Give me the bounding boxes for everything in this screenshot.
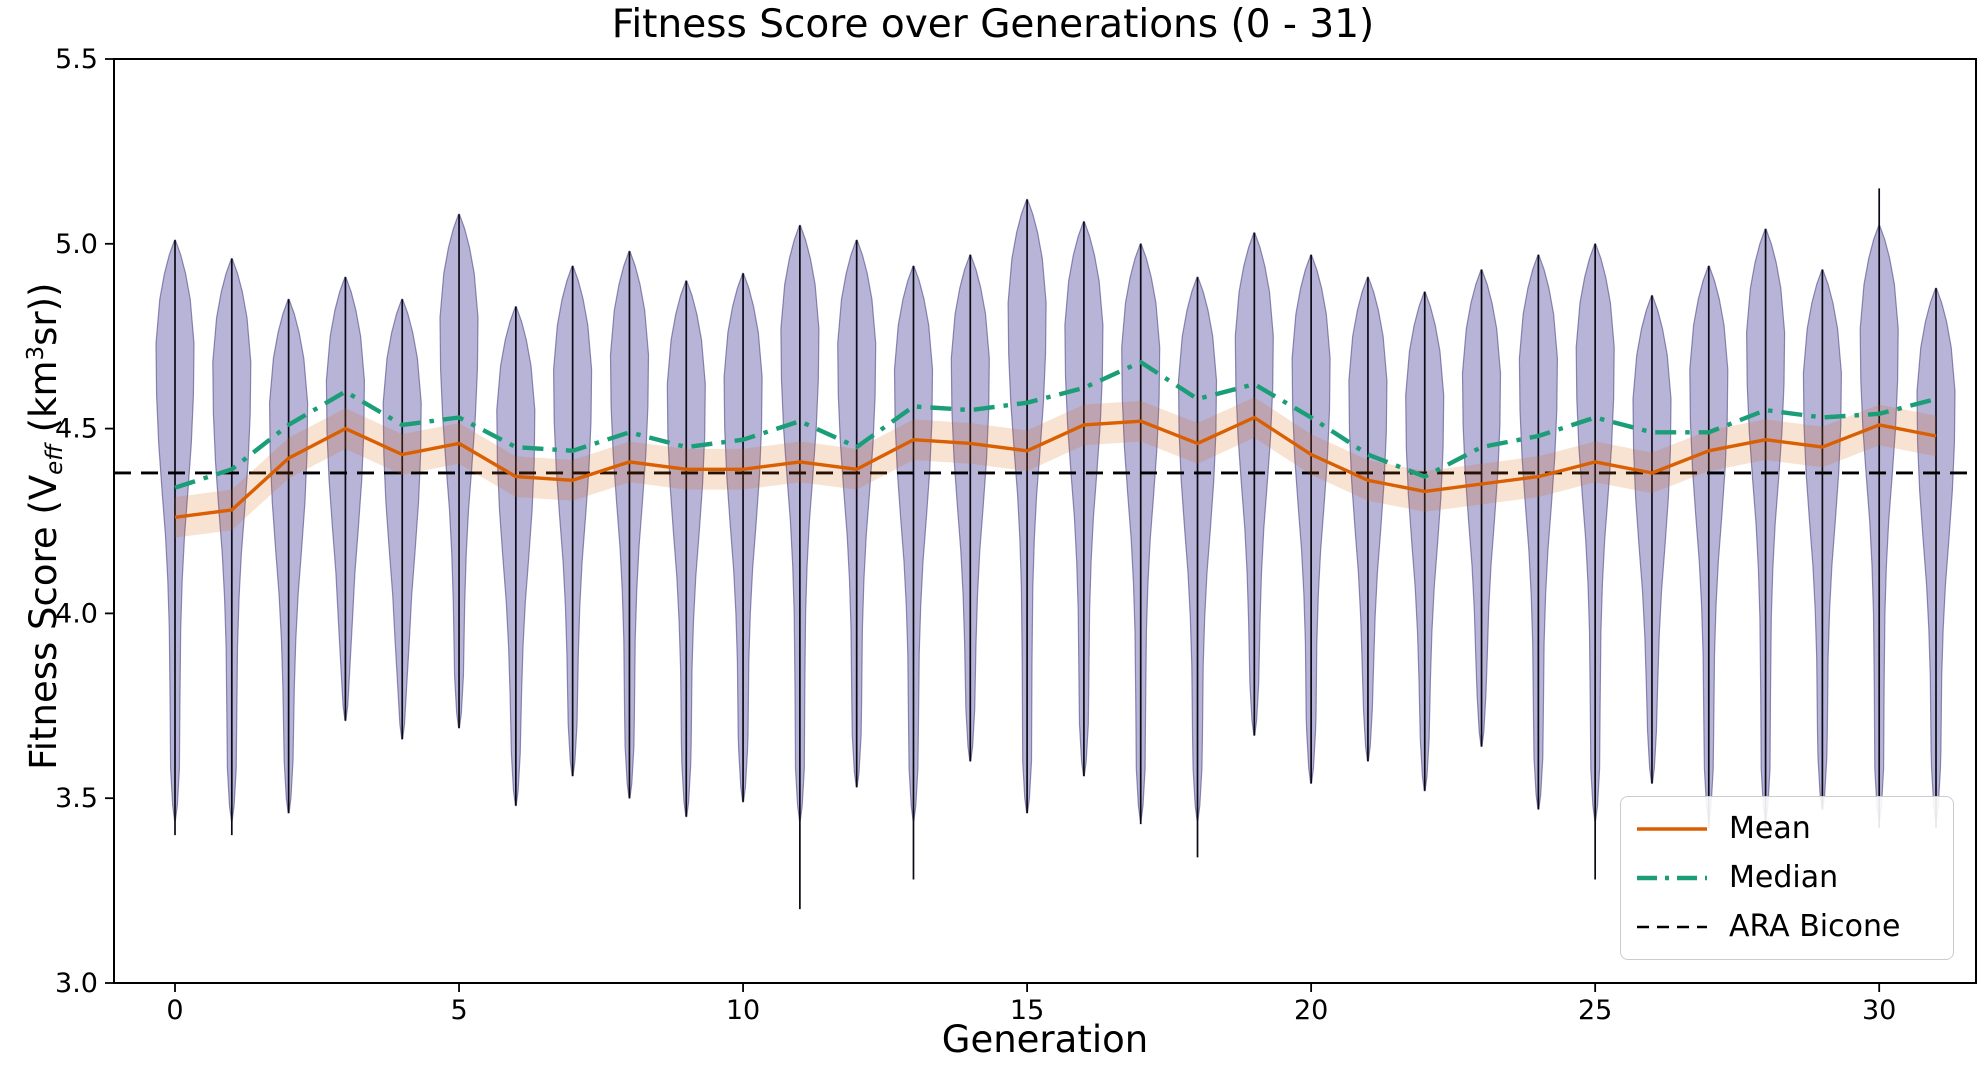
x-tick-label: 30 (1862, 995, 1896, 1026)
x-tick-label: 25 (1578, 995, 1612, 1026)
y-tick-label: 5.0 (55, 229, 98, 260)
y-label-subscript: eff (42, 444, 69, 475)
y-label-part: (km (21, 360, 65, 445)
mean-std-band (175, 397, 1936, 538)
legend-label-median: Median (1729, 859, 1839, 895)
y-label-part: sr)) (21, 282, 65, 346)
mean-line (174, 415, 1937, 519)
sticks-layer (174, 188, 1937, 910)
legend-label-ara-bicone: ARA Bicone (1729, 908, 1901, 944)
y-label-part: Fitness Score (V (21, 474, 65, 770)
x-tick-label: 0 (166, 995, 183, 1026)
x-tick-label: 5 (450, 995, 467, 1026)
median-line (174, 359, 1937, 490)
y-tick-label: 5.5 (55, 44, 98, 75)
violins-layer (155, 198, 1956, 821)
legend-item-median: Median (1637, 855, 1947, 901)
legend-item-ara-bicone: ARA Bicone (1637, 904, 1947, 950)
ara-bicone-line-swatch (1637, 925, 1707, 928)
y-tick-label: 3.5 (55, 783, 98, 814)
median-line-swatch (1637, 875, 1707, 881)
x-tick-label: 15 (1010, 995, 1044, 1026)
x-tick-label: 20 (1294, 995, 1328, 1026)
lines-layer (114, 359, 1976, 538)
x-axis-label: Generation (941, 1018, 1149, 1061)
chart-title: Fitness Score over Generations (0 - 31) (611, 2, 1375, 47)
x-tick-label: 10 (726, 995, 760, 1026)
y-label-superscript: 3 (23, 345, 50, 361)
mean-line-swatch (1637, 827, 1707, 832)
axes-layer: 0 5 10 15 20 25 30 3.0 3.5 4.0 4.5 5.0 5.5 (55, 44, 1977, 1026)
axes-spines (113, 58, 1977, 984)
legend-item-mean: Mean (1637, 806, 1947, 852)
y-axis-label: Fitness Score (Veff (km3sr)) (22, 206, 68, 846)
legend-label-mean: Mean (1729, 811, 1811, 847)
y-tick-label: 3.0 (55, 968, 98, 999)
y-tick-label: 4.5 (55, 414, 98, 445)
y-tick-label: 4.0 (55, 598, 98, 629)
legend: Mean Median ARA Bicone (1620, 796, 1954, 960)
